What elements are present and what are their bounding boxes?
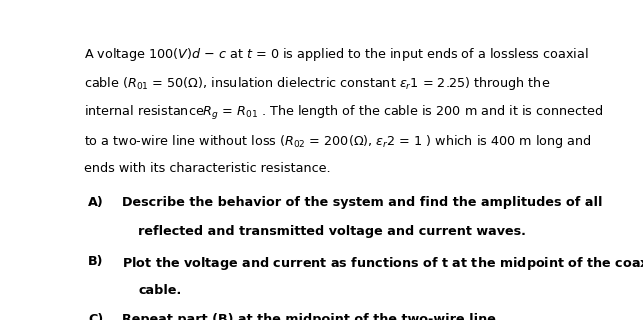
Text: ends with its characteristic resistance.: ends with its characteristic resistance.	[84, 162, 331, 175]
Text: cable.: cable.	[138, 284, 181, 297]
Text: A): A)	[88, 196, 104, 209]
Text: C): C)	[88, 313, 104, 320]
Text: Plot the voltage and current as functions of $\bf{t}$ at the midpoint of the coa: Plot the voltage and current as function…	[122, 254, 643, 272]
Text: Describe the behavior of the system and find the amplitudes of all: Describe the behavior of the system and …	[122, 196, 602, 209]
Text: reflected and transmitted voltage and current waves.: reflected and transmitted voltage and cu…	[138, 226, 526, 238]
Text: internal resistance$R_g$ = $R_{01}$ . The length of the cable is 200 m and it is: internal resistance$R_g$ = $R_{01}$ . Th…	[84, 104, 603, 122]
Text: to a two-wire line without loss ($R_{02}$ = 200($\Omega$), $\varepsilon_r$2 = 1 : to a two-wire line without loss ($R_{02}…	[84, 133, 592, 150]
Text: Repeat part (B) at the midpoint of the two-wire line.: Repeat part (B) at the midpoint of the t…	[122, 313, 500, 320]
Text: B): B)	[88, 254, 104, 268]
Text: A voltage 100$(V)d$ $-$ $c$ at $t$ = 0 is applied to the input ends of a lossles: A voltage 100$(V)d$ $-$ $c$ at $t$ = 0 i…	[84, 46, 589, 63]
Text: cable ($R_{01}$ = 50($\Omega$), insulation dielectric constant $\varepsilon_r$1 : cable ($R_{01}$ = 50($\Omega$), insulati…	[84, 75, 550, 92]
